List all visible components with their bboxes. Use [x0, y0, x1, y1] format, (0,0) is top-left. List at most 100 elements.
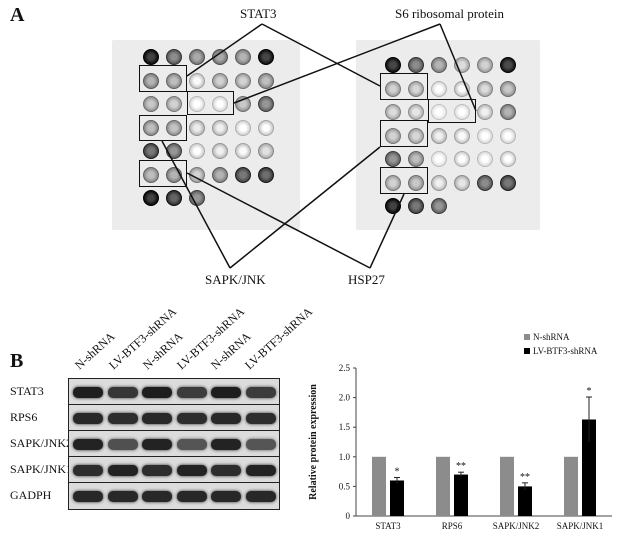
- array-dot: [212, 49, 228, 65]
- array-dot: [235, 96, 251, 112]
- box-sapk-left: [139, 115, 187, 141]
- array-dot: [212, 143, 228, 159]
- array-dot: [477, 57, 493, 73]
- array-dot: [258, 119, 274, 136]
- array-dot: [143, 72, 159, 89]
- array-dot: [235, 143, 251, 159]
- y-tick-label: 1.0: [339, 452, 351, 462]
- array-dot: [189, 49, 205, 65]
- array-dot: [431, 104, 447, 120]
- array-dot: [408, 198, 424, 214]
- array-dot: [454, 127, 470, 144]
- y-tick-label: 2.5: [339, 363, 351, 373]
- blot-band: [245, 413, 276, 424]
- blot-band: [176, 413, 207, 424]
- blot-band: [211, 439, 241, 450]
- array-dot: [212, 72, 228, 89]
- y-tick-label: 0.5: [339, 481, 351, 491]
- blot-band: [73, 439, 103, 450]
- array-dot: [408, 174, 424, 191]
- blot-band: [245, 439, 276, 450]
- blot-band: [73, 387, 103, 398]
- x-tick-label: SAPK/JNK1: [557, 521, 604, 531]
- array-dot: [454, 151, 470, 167]
- blot-label: GADPH: [10, 488, 52, 502]
- blot-band: [142, 465, 172, 476]
- array-dot: [500, 104, 516, 120]
- array-dot: [385, 151, 401, 167]
- blot-band: [73, 413, 103, 424]
- x-tick-label: SAPK/JNK2: [493, 521, 540, 531]
- blot-strip: [68, 430, 280, 458]
- array-dot: [212, 96, 228, 112]
- blot-band: [211, 465, 241, 476]
- array-dot: [500, 174, 516, 191]
- array-dot: [385, 174, 401, 191]
- blot-band: [211, 491, 241, 502]
- blot-band: [211, 413, 241, 424]
- array-dot: [143, 143, 159, 159]
- callout-hsp27: HSP27: [348, 272, 385, 287]
- array-dot: [477, 127, 493, 144]
- blot-band: [176, 465, 207, 476]
- bar-lv-btf3-shrna: [582, 419, 596, 516]
- significance-mark: *: [395, 467, 400, 478]
- line-hsp27-left: [186, 172, 371, 269]
- y-tick-label: 1.5: [339, 422, 351, 432]
- blot-band: [211, 387, 241, 398]
- blot-label: RPS6: [10, 410, 38, 424]
- array-dot: [258, 166, 274, 183]
- blot-band: [245, 387, 276, 398]
- blot-band: [245, 465, 276, 476]
- y-axis-label: Relative protein expression: [308, 384, 319, 500]
- array-dot: [477, 104, 493, 120]
- array-dot: [166, 49, 182, 65]
- box-sapk-right: [380, 120, 428, 147]
- array-dot: [408, 57, 424, 73]
- blot-band: [142, 387, 172, 398]
- line-stat3-right: [261, 23, 381, 87]
- line-s6-right: [439, 23, 477, 112]
- blot-strip: [68, 482, 280, 510]
- callout-sapk-jnk: SAPK/JNK: [205, 272, 266, 287]
- array-dot: [454, 80, 470, 97]
- blot-label: SAPK/JNK1: [10, 462, 73, 476]
- bar-n-shrna: [500, 456, 514, 516]
- connector-lines: [161, 23, 477, 269]
- box-s6-left: [187, 91, 234, 115]
- bar-n-shrna: [564, 456, 578, 516]
- array-dot: [500, 151, 516, 167]
- array-dot: [454, 174, 470, 191]
- panel-b-label: B: [10, 350, 24, 372]
- box-hsp27-right: [380, 167, 428, 194]
- array-dot: [385, 104, 401, 120]
- bar-lv-btf3-shrna: [390, 480, 404, 516]
- significance-mark: *: [587, 386, 592, 397]
- array-dot: [189, 72, 205, 89]
- array-dot: [189, 119, 205, 136]
- array-dot: [408, 80, 424, 97]
- array-dot: [477, 174, 493, 191]
- line-s6-left: [233, 23, 441, 104]
- blot-band: [107, 387, 138, 398]
- array-dot: [143, 190, 159, 206]
- blot-band: [176, 491, 207, 502]
- box-stat3-right: [380, 73, 428, 100]
- bar-n-shrna: [372, 456, 386, 516]
- array-dot: [385, 57, 401, 73]
- array-dot: [166, 72, 182, 89]
- line-hsp27-right: [369, 193, 405, 269]
- legend-label: N-shRNA: [533, 332, 570, 342]
- bar-chart: 0 0.5 1.0 1.5 2.0 2.5 Relative protein express…: [308, 332, 612, 531]
- blot-band: [107, 465, 138, 476]
- array-dot: [258, 49, 274, 65]
- blot-band: [107, 413, 138, 424]
- blot-strip: [68, 456, 280, 484]
- array-dot: [385, 80, 401, 97]
- array-dot: [235, 49, 251, 65]
- array-dot: [431, 57, 447, 73]
- blot-label: STAT3: [10, 384, 44, 398]
- array-dot: [500, 127, 516, 144]
- blot-strip: [68, 404, 280, 432]
- array-dot: [258, 72, 274, 89]
